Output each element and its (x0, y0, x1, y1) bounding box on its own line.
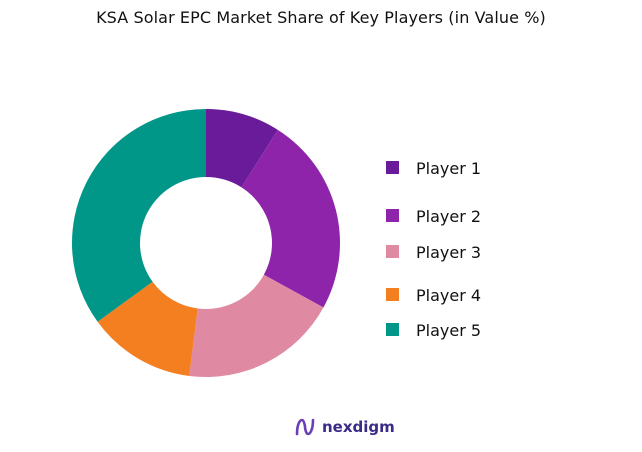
legend-label-1: Player 1 (416, 159, 481, 178)
brand-name: nexdigm (322, 418, 395, 436)
legend-label-4: Player 4 (416, 286, 481, 305)
legend-label-5: Player 5 (416, 321, 481, 340)
legend-label-2: Player 2 (416, 207, 481, 226)
nexdigm-logo-icon (295, 418, 315, 436)
legend-swatch-1 (386, 161, 399, 174)
pie-slice-5 (72, 109, 206, 322)
chart-title: KSA Solar EPC Market Share of Key Player… (96, 8, 546, 27)
legend-swatch-2 (386, 209, 399, 222)
pie-slice-3 (189, 274, 324, 377)
pie-slice-1 (206, 109, 278, 188)
legend-swatch-3 (386, 245, 399, 258)
legend-label-3: Player 3 (416, 243, 481, 262)
legend-swatch-4 (386, 288, 399, 301)
legend-swatch-5 (386, 323, 399, 336)
pie-slice-2 (241, 129, 340, 308)
brand-logo: nexdigm (294, 414, 395, 440)
pie-slice-4 (97, 281, 198, 376)
